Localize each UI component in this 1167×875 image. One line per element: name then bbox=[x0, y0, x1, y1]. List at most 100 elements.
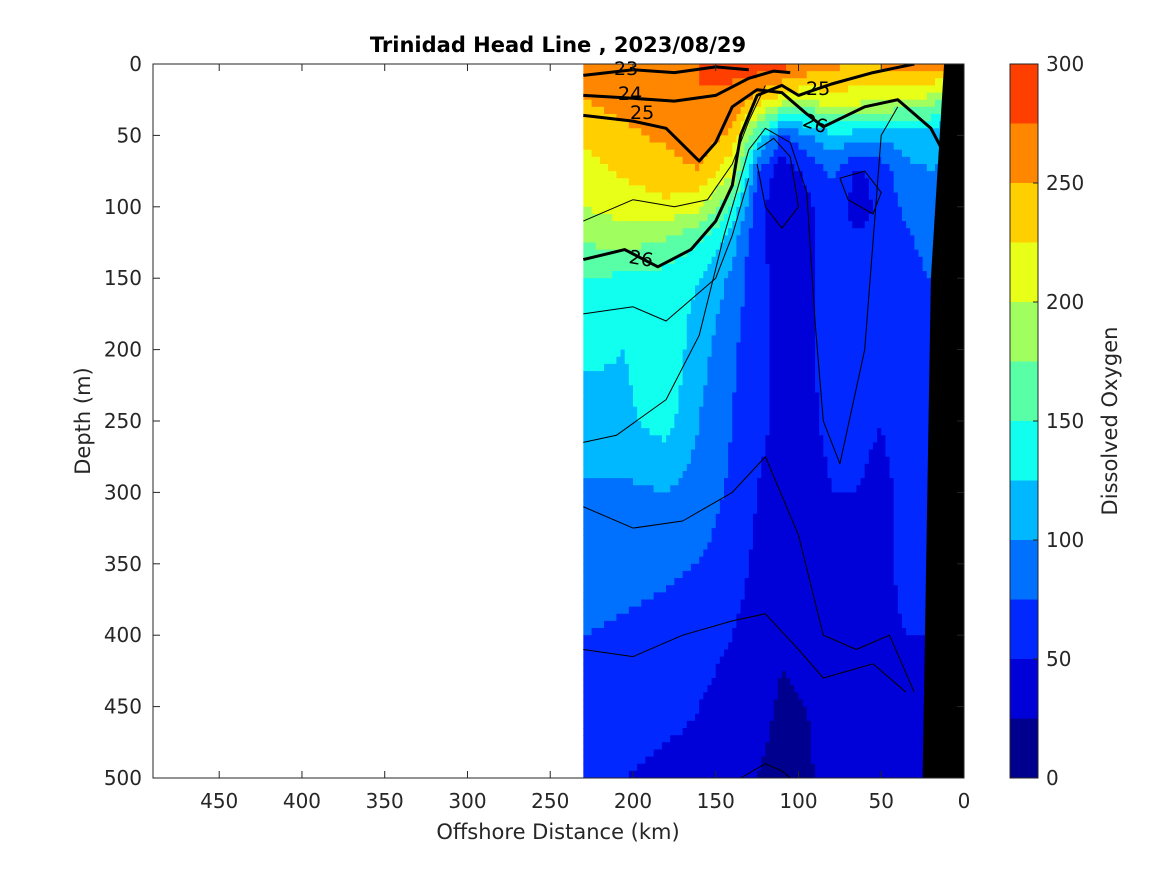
oxygen-cell bbox=[682, 156, 688, 165]
oxygen-cell bbox=[724, 563, 729, 572]
oxygen-cell bbox=[670, 563, 675, 572]
oxygen-cell bbox=[620, 570, 626, 579]
oxygen-cell bbox=[616, 263, 622, 272]
oxygen-cell bbox=[773, 763, 779, 772]
oxygen-cell bbox=[761, 470, 766, 479]
oxygen-cell bbox=[690, 121, 696, 129]
oxygen-cell bbox=[674, 385, 680, 394]
oxygen-cell bbox=[653, 742, 659, 751]
oxygen-cell bbox=[632, 406, 638, 415]
oxygen-cell bbox=[649, 192, 655, 201]
oxygen-cell bbox=[649, 178, 655, 186]
oxygen-cell bbox=[732, 378, 738, 386]
oxygen-cell bbox=[769, 599, 775, 608]
oxygen-cell bbox=[748, 413, 754, 422]
oxygen-cell bbox=[732, 692, 738, 701]
oxygen-cell bbox=[649, 328, 655, 336]
oxygen-cell bbox=[653, 392, 659, 401]
oxygen-cell bbox=[752, 199, 758, 208]
oxygen-cell bbox=[645, 442, 651, 451]
oxygen-cell bbox=[719, 92, 725, 101]
oxygen-cell bbox=[670, 349, 675, 358]
oxygen-cell bbox=[781, 728, 787, 736]
oxygen-cell bbox=[715, 463, 721, 472]
oxygen-cell bbox=[637, 206, 642, 215]
oxygen-cell bbox=[632, 620, 638, 629]
oxygen-cell bbox=[695, 371, 700, 379]
oxygen-cell bbox=[661, 492, 667, 501]
oxygen-cell bbox=[670, 456, 675, 465]
oxygen-cell bbox=[657, 478, 663, 486]
oxygen-cell bbox=[707, 328, 713, 336]
oxygen-cell bbox=[661, 235, 667, 244]
oxygen-cell bbox=[637, 606, 642, 615]
oxygen-cell bbox=[724, 142, 729, 151]
oxygen-cell bbox=[608, 213, 613, 222]
oxygen-cell bbox=[707, 685, 713, 693]
oxygen-cell bbox=[707, 285, 713, 294]
oxygen-cell bbox=[624, 185, 630, 194]
oxygen-cell bbox=[732, 199, 738, 208]
oxygen-cell bbox=[707, 756, 713, 765]
oxygen-cell bbox=[744, 635, 750, 643]
oxygen-cell bbox=[686, 770, 692, 778]
oxygen-cell bbox=[666, 378, 671, 386]
oxygen-cell bbox=[769, 613, 775, 622]
oxygen-cell bbox=[777, 499, 783, 508]
oxygen-cell bbox=[711, 242, 717, 251]
oxygen-cell bbox=[695, 271, 700, 279]
oxygen-cell bbox=[703, 192, 709, 201]
oxygen-cell bbox=[637, 520, 642, 529]
oxygen-cell bbox=[752, 770, 758, 778]
oxygen-cell bbox=[736, 363, 742, 372]
oxygen-cell bbox=[715, 563, 721, 572]
oxygen-cell bbox=[632, 635, 638, 643]
oxygen-cell bbox=[678, 128, 684, 136]
oxygen-cell bbox=[769, 178, 775, 186]
oxygen-cell bbox=[728, 542, 733, 551]
oxygen-cell bbox=[657, 585, 663, 593]
oxygen-cell bbox=[773, 213, 779, 222]
oxygen-cell bbox=[781, 328, 787, 336]
oxygen-cell bbox=[690, 542, 696, 551]
oxygen-cell bbox=[777, 699, 783, 708]
oxygen-cell bbox=[624, 663, 630, 672]
oxygen-cell bbox=[715, 99, 721, 108]
oxygen-cell bbox=[781, 263, 787, 272]
oxygen-cell bbox=[599, 492, 605, 501]
oxygen-cell bbox=[736, 171, 742, 179]
oxygen-cell bbox=[695, 421, 700, 429]
oxygen-cell bbox=[637, 392, 642, 401]
oxygen-cell bbox=[608, 378, 613, 386]
oxygen-cell bbox=[666, 78, 671, 87]
oxygen-cell bbox=[748, 456, 754, 465]
oxygen-cell bbox=[641, 706, 646, 715]
oxygen-cell bbox=[707, 399, 713, 408]
oxygen-cell bbox=[781, 613, 787, 622]
oxygen-cell bbox=[653, 413, 659, 422]
oxygen-cell bbox=[761, 742, 766, 751]
oxygen-cell bbox=[657, 135, 663, 144]
oxygen-cell bbox=[657, 213, 663, 222]
oxygen-cell bbox=[777, 135, 783, 144]
oxygen-cell bbox=[657, 713, 663, 722]
oxygen-cell bbox=[769, 149, 775, 158]
oxygen-cell bbox=[670, 685, 675, 693]
oxygen-cell bbox=[612, 206, 618, 215]
oxygen-cell bbox=[637, 71, 642, 79]
oxygen-cell bbox=[711, 678, 717, 686]
oxygen-cell bbox=[765, 163, 771, 172]
oxygen-cell bbox=[781, 278, 787, 286]
oxygen-cell bbox=[724, 528, 729, 536]
oxygen-cell bbox=[748, 528, 754, 536]
oxygen-cell bbox=[686, 178, 692, 186]
oxygen-cell bbox=[761, 435, 766, 444]
oxygen-cell bbox=[653, 528, 659, 536]
oxygen-cell bbox=[641, 178, 646, 186]
oxygen-cell bbox=[711, 663, 717, 672]
oxygen-cell bbox=[608, 592, 613, 601]
oxygen-cell bbox=[781, 349, 787, 358]
oxygen-cell bbox=[620, 528, 626, 536]
oxygen-cell bbox=[748, 221, 754, 229]
oxygen-cell bbox=[637, 435, 642, 444]
